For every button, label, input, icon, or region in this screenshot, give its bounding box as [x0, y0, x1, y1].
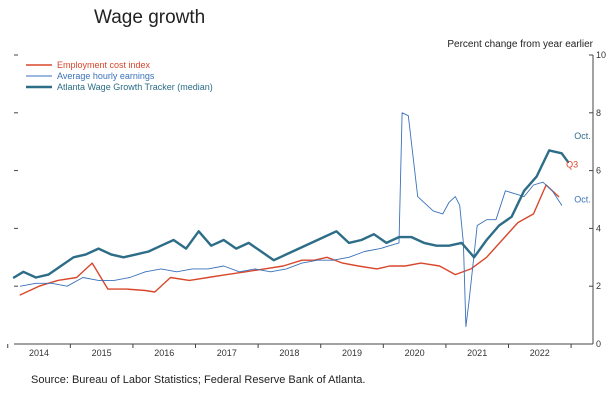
chart-annotations: Oct. Q3 Oct. [566, 131, 591, 205]
legend-label-2: Average hourly earnings [57, 71, 155, 81]
y-tick-label: 0 [596, 339, 601, 349]
x-tick-label: 2020 [405, 348, 425, 358]
chart-axes: 0 2 4 6 8 10 2014 2015 2016 2017 2018 2019 2020 2021 2… [7, 39, 606, 358]
x-tick-label: 2019 [342, 348, 362, 358]
legend-label-3: Atlanta Wage Growth Tracker (median) [57, 82, 213, 92]
y-tick-label: 2 [596, 281, 601, 291]
legend-label-1: Employment cost index [57, 60, 151, 70]
series-line-2 [19, 112, 563, 328]
y-tick-label: 8 [596, 108, 601, 118]
annotation-label-2: Q3 [566, 160, 578, 170]
x-tick-label: 2017 [217, 348, 237, 358]
chart-series [12, 112, 570, 328]
y-axis-label: Percent change from year earlier [447, 39, 593, 50]
x-tick-label: 2016 [154, 348, 174, 358]
x-tick-label: 2022 [530, 348, 550, 358]
x-tick-label: 2021 [467, 348, 487, 358]
x-tick-label: 2015 [92, 348, 112, 358]
y-tick-label: 10 [596, 50, 606, 60]
x-tick-label: 2018 [279, 348, 299, 358]
y-tick-label: 6 [596, 166, 601, 176]
chart-source-note: Source: Bureau of Labor Statistics; Fede… [31, 374, 366, 386]
annotation-label-3: Oct. [574, 194, 591, 204]
y-tick-label: 4 [596, 223, 601, 233]
x-tick-label: 2014 [29, 348, 49, 358]
annotation-label-1: Oct. [574, 131, 591, 141]
chart-title: Wage growth [94, 7, 206, 28]
series-line-1 [19, 184, 560, 296]
series-line-3 [12, 149, 570, 279]
